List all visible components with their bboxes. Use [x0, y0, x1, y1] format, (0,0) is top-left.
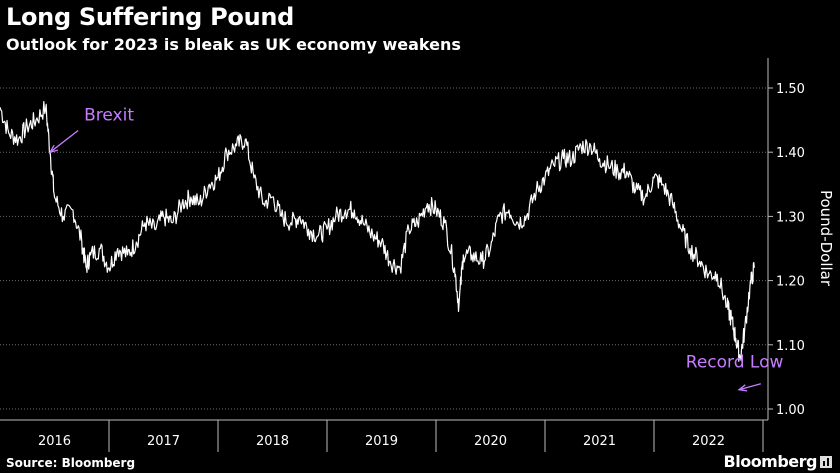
x-tick-label: 2018 [256, 434, 289, 449]
annotation-label: Record Low [686, 353, 784, 373]
annotation-arrow [49, 130, 79, 153]
y-tick-label: 1.00 [776, 403, 805, 418]
annotation-label: Brexit [84, 106, 134, 126]
y-tick-label: 1.40 [776, 146, 805, 161]
x-tick-label: 2016 [38, 434, 71, 449]
x-axis: 2016 2017 2018 2019 2020 2021 2022 [0, 419, 768, 452]
y-tick-label: 1.30 [776, 210, 805, 225]
x-tick-label: 2017 [147, 434, 180, 449]
brand-logo: Bloomberg [724, 452, 832, 471]
annotation-arrowhead [737, 384, 748, 392]
annotation-arrowhead [48, 144, 59, 154]
y-tick-label: 1.50 [776, 82, 805, 97]
y-tick-label: 1.20 [776, 275, 805, 290]
y-axis: 1.50 1.40 1.30 1.20 1.10 1.00 [767, 58, 805, 420]
y-axis-label: Pound-Dollar [817, 190, 835, 287]
annotation-layer: Brexit Record Low [48, 106, 784, 392]
source-note: Source: Bloomberg [6, 456, 136, 470]
x-tick-label: 2021 [583, 434, 616, 449]
x-tick-label: 2020 [474, 434, 507, 449]
series-line-pound-dollar [0, 100, 755, 362]
bar-chart-icon [820, 456, 832, 468]
grid-lines [0, 87, 768, 410]
brand-name: Bloomberg [723, 452, 818, 471]
x-tick-label: 2022 [692, 434, 725, 449]
x-tick-label: 2019 [365, 434, 398, 449]
series-layer [0, 100, 755, 362]
annotation-arrow [738, 383, 761, 391]
y-tick-label: 1.10 [776, 339, 805, 354]
chart-subtitle: Outlook for 2023 is bleak as UK economy … [6, 35, 461, 54]
chart-title: Long Suffering Pound [6, 3, 295, 31]
